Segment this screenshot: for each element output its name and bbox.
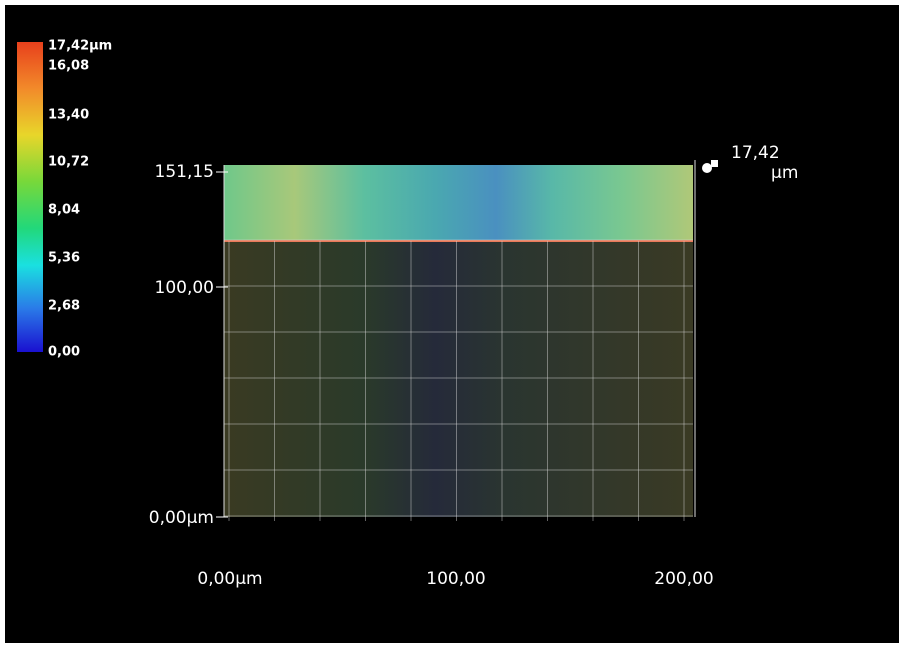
z-marker: [711, 160, 718, 167]
color-scale: [17, 42, 43, 352]
z-marker: [702, 163, 712, 173]
grid: [224, 239, 693, 521]
scale-label: 8,04: [48, 203, 80, 218]
scale-label: 0,00: [48, 345, 80, 360]
z-label: 17,42: [731, 143, 780, 163]
y-label: 0,00µm: [149, 508, 214, 528]
scale-label: 2,68: [48, 299, 80, 314]
x-label: 0,00µm: [197, 569, 262, 589]
z-unit: µm: [771, 163, 798, 183]
scale-label: 10,72: [48, 155, 89, 170]
surface-front: [224, 241, 693, 517]
scale-label: 17,42µm: [48, 39, 112, 54]
surface-top: [224, 165, 693, 241]
x-label: 200,00: [654, 569, 713, 589]
scale-label: 13,40: [48, 108, 89, 123]
y-label: 100,00: [155, 278, 214, 298]
scale-label: 16,08: [48, 59, 89, 74]
y-label: 151,15: [155, 162, 214, 182]
scale-label: 5,36: [48, 251, 80, 266]
x-label: 100,00: [426, 569, 485, 589]
